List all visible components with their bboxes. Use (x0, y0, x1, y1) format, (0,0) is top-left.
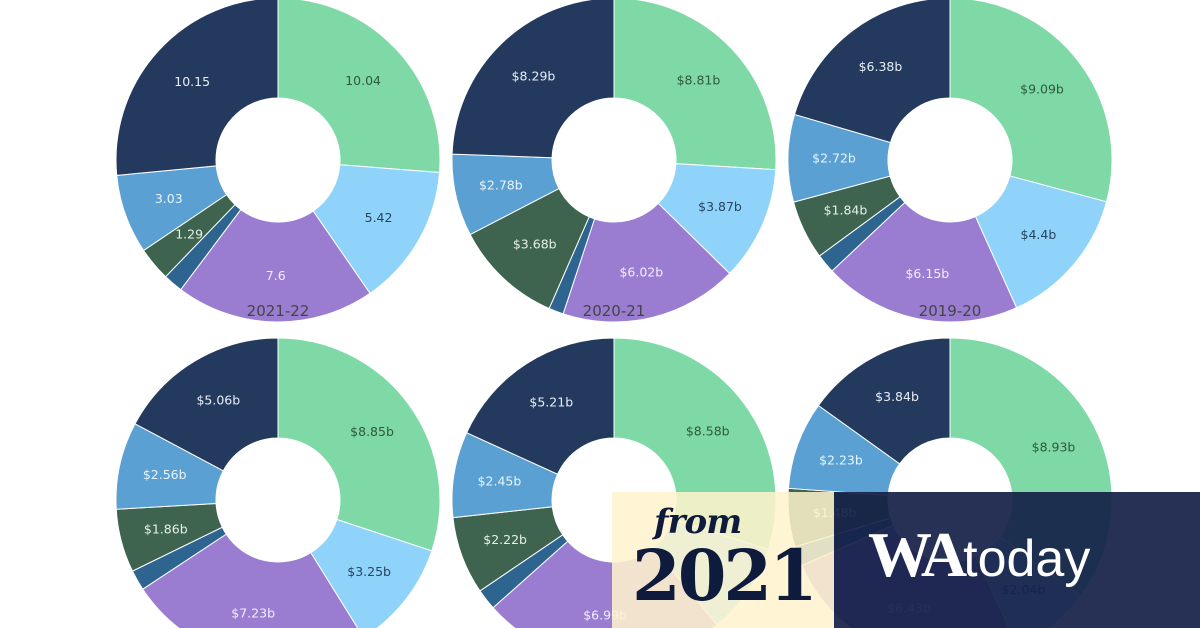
slice-value-label: $8.29b (512, 68, 556, 83)
slice-value-label: 7.6 (266, 268, 286, 283)
slice-value-label: $5.21b (529, 394, 573, 409)
slice-value-label: $3.68b (513, 237, 557, 252)
donut-chart-2019-20: $9.09b $4.4b $6.15b $1.84b $2.72b $6.38b (787, 0, 1113, 323)
donut-hole (216, 98, 340, 222)
slice-value-label: $8.58b (686, 424, 730, 439)
slice-value-label: $2.78b (479, 177, 523, 192)
slice-value-label: $1.84b (824, 202, 868, 217)
slice-value-label: $8.81b (677, 72, 721, 87)
badge-year-text: 2021 (632, 534, 818, 617)
slice-value-label: $1.86b (144, 521, 188, 536)
slice-value-label: $3.87b (698, 199, 742, 214)
slice-value-label: $2.56b (143, 467, 187, 482)
watoday-logo-banner: WAtoday (834, 492, 1200, 628)
from-year-badge: from 2021 (612, 492, 834, 628)
donut-chart-2021-22: 10.04 5.42 7.6 1.29 3.03 10.15 (115, 0, 441, 323)
slice-value-label: $7.23b (231, 605, 275, 620)
donut-hole (216, 438, 340, 562)
donut-chart-2020-21: $8.81b $3.87b $6.02b $3.68b $2.78b $8.29b (451, 0, 777, 323)
chart-title-2020-21: 2020-21 (583, 302, 646, 320)
donut-hole (552, 98, 676, 222)
chart-title-2019-20: 2019-20 (919, 302, 982, 320)
slice-value-label: $2.45b (478, 474, 522, 489)
slice-value-label: 10.04 (345, 73, 381, 88)
donut-slice-green (277, 0, 441, 174)
watoday-logo: WAtoday (868, 518, 1090, 592)
donut-hole (888, 98, 1012, 222)
chart-title-2021-22: 2021-22 (247, 302, 310, 320)
slice-value-label: $4.4b (1021, 227, 1057, 242)
donut-chart-row2-col1: $8.85b $3.25b $7.23b $1.86b $2.56b $5.06b (115, 337, 441, 628)
badge-from-text: from (654, 502, 742, 542)
slice-value-label: $8.85b (350, 424, 394, 439)
slice-value-label: $2.22b (483, 532, 527, 547)
logo-wa: WA (868, 519, 967, 590)
slice-value-label: 5.42 (365, 210, 393, 225)
slice-value-label: $8.93b (1032, 440, 1076, 455)
slice-value-label: 1.29 (175, 227, 203, 242)
slice-value-label: $9.09b (1020, 81, 1064, 96)
slice-value-label: $5.06b (196, 393, 240, 408)
slice-value-label: 3.03 (155, 191, 183, 206)
slice-value-label: $3.25b (347, 564, 391, 579)
logo-today: today (963, 530, 1091, 588)
slice-value-label: $3.84b (875, 389, 919, 404)
slice-value-label: 10.15 (174, 74, 210, 89)
slice-value-label: $6.38b (859, 59, 903, 74)
slice-value-label: $2.72b (812, 151, 856, 166)
slice-value-label: $6.02b (619, 265, 663, 280)
slice-value-label: $6.15b (905, 266, 949, 281)
slice-value-label: $2.23b (819, 452, 863, 467)
